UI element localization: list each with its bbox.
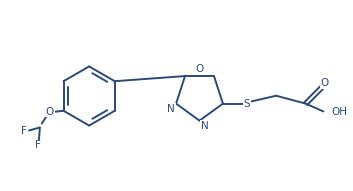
Text: N: N [201,121,208,131]
Text: N: N [167,104,175,113]
Text: S: S [243,99,250,109]
Text: F: F [35,140,41,150]
Text: O: O [195,64,204,74]
Text: F: F [21,126,27,136]
Text: OH: OH [331,108,347,117]
Text: O: O [320,78,329,88]
Text: O: O [46,107,54,117]
